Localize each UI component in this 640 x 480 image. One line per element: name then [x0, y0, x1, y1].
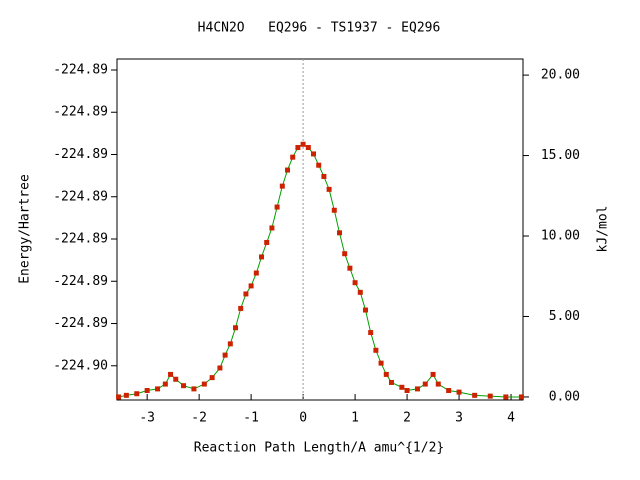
data-point — [305, 145, 311, 151]
data-point — [399, 384, 405, 390]
data-point — [373, 347, 379, 353]
data-point — [404, 388, 410, 394]
data-point — [331, 207, 337, 213]
data-point — [217, 365, 223, 371]
data-point — [378, 360, 384, 366]
data-point — [362, 307, 368, 313]
data-point — [155, 386, 161, 392]
data-point — [336, 230, 342, 236]
y-tick-label: -224.89 — [53, 147, 108, 162]
data-point — [435, 381, 441, 387]
y2-axis-label: kJ/mol — [596, 206, 611, 253]
data-point — [123, 392, 129, 398]
data-point — [201, 381, 207, 387]
plot-frame — [116, 58, 524, 401]
series-line — [118, 143, 522, 398]
x-tick-label: 3 — [455, 411, 463, 426]
x-tick-label: -1 — [243, 411, 259, 426]
data-point — [368, 330, 374, 336]
data-point — [430, 371, 436, 377]
data-point — [259, 254, 265, 260]
x-tick-label: 1 — [351, 411, 359, 426]
data-point — [446, 388, 452, 394]
y-axis-label: Energy/Hartree — [18, 174, 33, 284]
data-point — [209, 375, 215, 381]
data-point — [383, 371, 389, 377]
data-point — [472, 392, 478, 398]
data-point — [357, 289, 363, 295]
data-point — [456, 389, 462, 395]
data-point — [191, 386, 197, 392]
data-point — [243, 291, 249, 297]
data-point — [222, 352, 228, 358]
y2-tick-label: 5.00 — [549, 309, 580, 324]
data-point — [264, 239, 270, 245]
data-point — [316, 162, 322, 168]
data-point — [279, 183, 285, 189]
data-point — [248, 283, 254, 289]
data-point — [300, 141, 306, 147]
data-point — [347, 265, 353, 271]
chart-title: H4CN2O EQ296 - TS1937 - EQ296 — [198, 21, 441, 36]
data-point — [162, 381, 168, 387]
y-tick-label: -224.89 — [53, 62, 108, 77]
data-point — [352, 280, 358, 286]
data-point — [233, 325, 239, 331]
data-point — [518, 394, 524, 400]
y2-tick-label: 0.00 — [549, 389, 580, 404]
y-tick-label: -224.89 — [53, 105, 108, 120]
data-point — [326, 186, 332, 192]
data-point — [173, 376, 179, 382]
y-tick-label: -224.90 — [53, 358, 108, 373]
y2-tick-label: 20.00 — [541, 68, 580, 83]
data-point — [487, 393, 493, 399]
data-point — [342, 251, 348, 257]
data-point — [116, 394, 122, 400]
x-tick-label: -3 — [139, 411, 155, 426]
data-point — [414, 386, 420, 392]
data-point — [168, 371, 174, 377]
data-point — [290, 154, 296, 160]
y-tick-label: -224.89 — [53, 232, 108, 247]
x-tick-label: -2 — [191, 411, 207, 426]
y2-tick-label: 10.00 — [541, 229, 580, 244]
data-point — [181, 383, 187, 389]
data-point — [144, 388, 150, 394]
y-tick-label: -224.89 — [53, 316, 108, 331]
y2-tick-label: 15.00 — [541, 148, 580, 163]
data-point — [503, 394, 509, 400]
x-tick-label: 2 — [403, 411, 411, 426]
data-point — [321, 173, 327, 179]
data-point — [227, 341, 233, 347]
x-axis-label: Reaction Path Length/A amu^{1/2} — [194, 441, 444, 456]
x-tick-label: 0 — [299, 411, 307, 426]
data-point — [134, 391, 140, 397]
y-tick-label: -224.89 — [53, 189, 108, 204]
x-tick-label: 4 — [507, 411, 515, 426]
data-point — [285, 167, 291, 173]
data-point — [269, 225, 275, 231]
data-point — [422, 381, 428, 387]
data-point — [238, 305, 244, 311]
data-point — [295, 145, 301, 151]
data-point — [311, 151, 317, 157]
y-tick-label: -224.89 — [53, 274, 108, 289]
data-point — [253, 270, 259, 276]
data-point — [274, 204, 280, 210]
data-point — [388, 379, 394, 385]
